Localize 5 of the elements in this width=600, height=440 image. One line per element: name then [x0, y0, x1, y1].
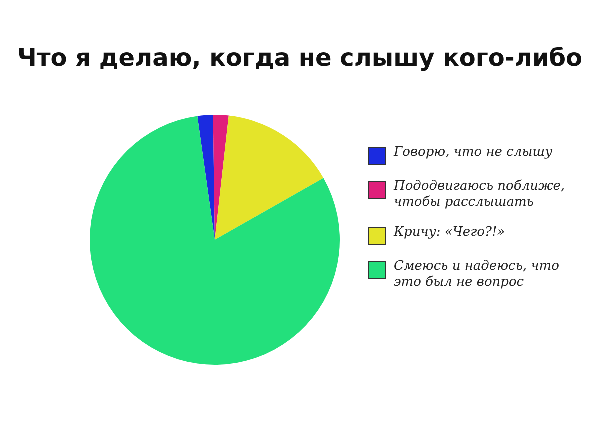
legend-label: Говорю, что не слышу: [394, 145, 553, 161]
legend-label: Пододвигаюсь поближе, чтобы расслышать: [394, 179, 566, 211]
chart-title: Что я делаю, когда не слышу кого-либо: [16, 44, 584, 72]
legend-label: Кричу: «Чего?!»: [394, 225, 506, 241]
legend-label: Смеюсь и надеюсь, что это был не вопрос: [394, 259, 560, 291]
